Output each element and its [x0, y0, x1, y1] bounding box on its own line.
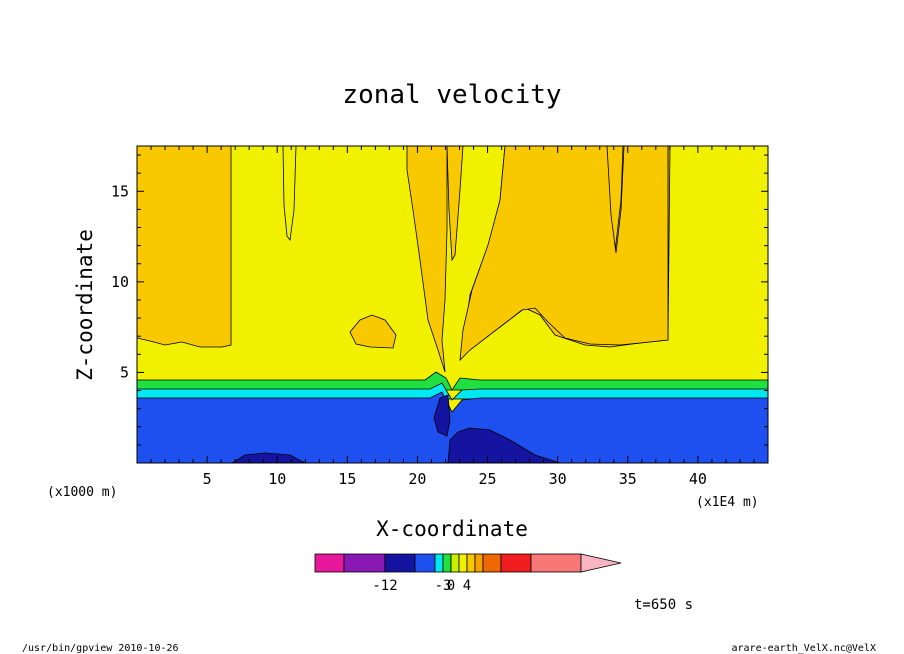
colorbar-segment	[458, 553, 468, 573]
y-tick-label: 10	[111, 273, 129, 291]
x-tick-label: 40	[689, 470, 707, 488]
x-axis-label: X-coordinate	[376, 517, 528, 541]
colorbar-arrow	[580, 553, 622, 573]
chart-title: zonal velocity	[342, 80, 561, 110]
contour-region-orange-left-gap	[282, 146, 297, 242]
colorbar-label: -3	[435, 578, 452, 594]
contour-region-orange-left	[137, 146, 232, 348]
colorbar-segment	[414, 553, 436, 573]
colorbar-segment	[482, 553, 502, 573]
x-scale-note: (x1E4 m)	[696, 495, 759, 510]
colorbar: -12 -30 4	[314, 553, 622, 594]
x-tick-label: 10	[268, 470, 286, 488]
x-tick-label: 20	[408, 470, 426, 488]
colorbar-segment	[434, 553, 444, 573]
colorbar-segment	[450, 553, 460, 573]
y-axis-ticks: 5 10 15	[111, 154, 768, 446]
x-tick-label: 15	[338, 470, 356, 488]
contour-region-orange-center-left	[406, 146, 448, 373]
time-label: t=650 s	[634, 597, 693, 613]
colorbar-segment	[343, 553, 386, 573]
x-tick-label: 25	[479, 470, 497, 488]
y-tick-label: 15	[111, 182, 129, 200]
y-scale-note: (x1000 m)	[47, 485, 117, 500]
colorbar-segment	[314, 553, 345, 573]
contour-region-orange-blob	[349, 314, 397, 349]
y-tick-label: 5	[120, 363, 129, 381]
contour-plot	[137, 146, 768, 463]
footer-right: arare-earth_VelX.nc@VelX	[732, 643, 877, 654]
colorbar-label: 0	[447, 578, 455, 594]
contour-region-blue	[137, 391, 768, 463]
plot-frame	[136, 145, 769, 464]
footer-left: /usr/bin/gpview 2010-10-26	[22, 643, 179, 654]
colorbar-label: 4	[463, 578, 471, 594]
colorbar-segment	[500, 553, 532, 573]
colorbar-label: -12	[372, 578, 397, 594]
x-axis-ticks: 5 10 15 20 25 30 35 40	[150, 146, 755, 488]
contour-region-darkblue-center	[433, 394, 451, 437]
x-tick-label: 5	[203, 470, 212, 488]
colorbar-segment	[384, 553, 416, 573]
contour-region-darkblue-right	[447, 427, 561, 463]
contour-region-orange-center-a	[407, 146, 669, 362]
y-axis-label: Z-coordinate	[73, 229, 97, 381]
colorbar-segment	[466, 553, 476, 573]
colorbar-segment	[442, 553, 452, 573]
contour-region-cyan	[137, 382, 768, 401]
contour-region-darkblue-left	[231, 452, 306, 463]
x-tick-label: 30	[549, 470, 567, 488]
colorbar-segment	[474, 553, 484, 573]
colorbar-segment	[530, 553, 582, 573]
x-tick-label: 35	[619, 470, 637, 488]
